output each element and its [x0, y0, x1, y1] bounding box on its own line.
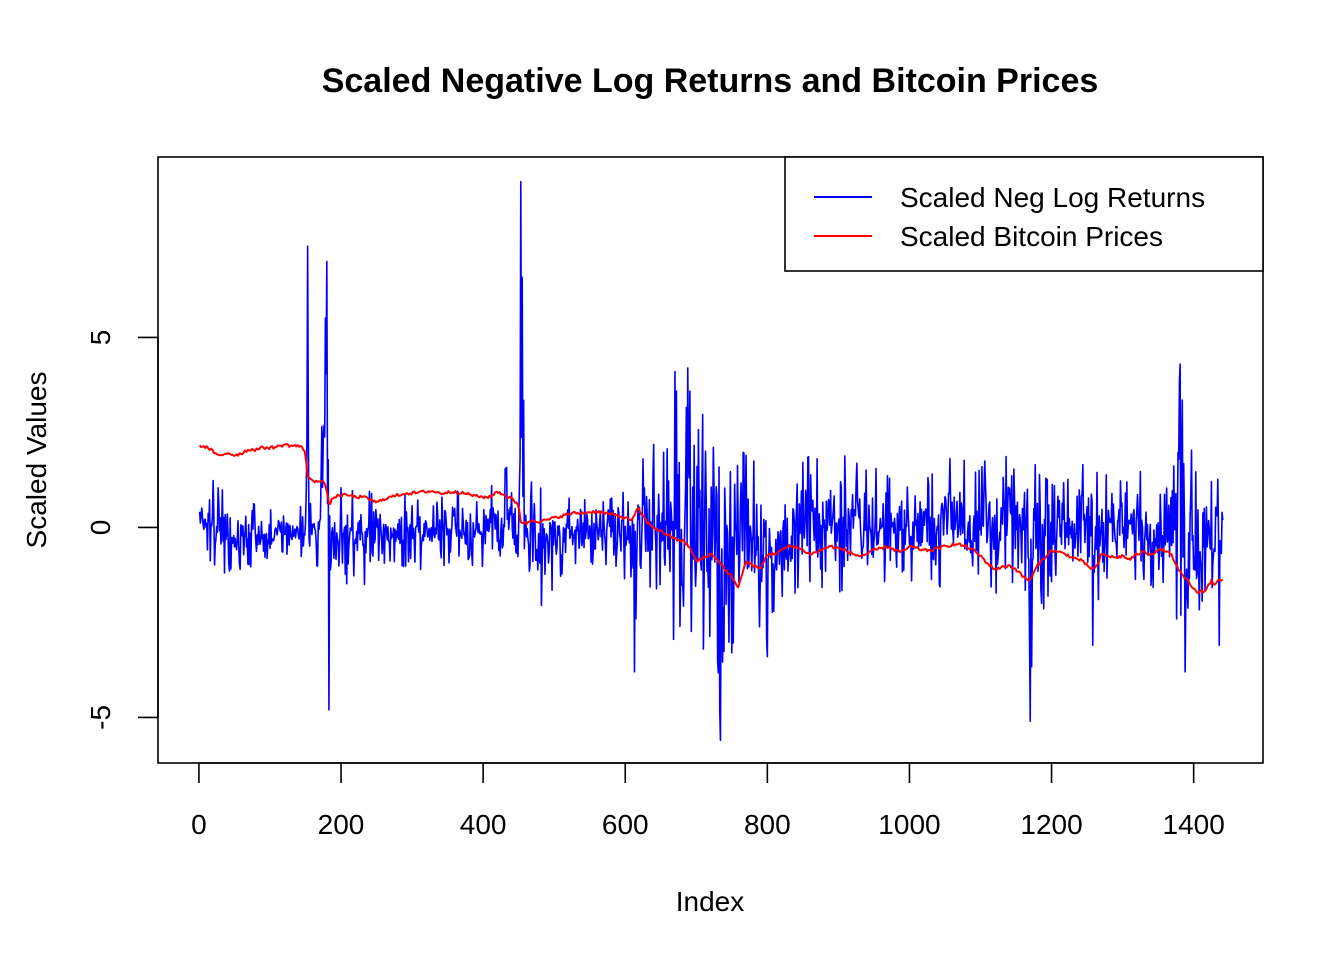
y-axis-label: Scaled Values [21, 372, 52, 549]
legend-box [784, 156, 1264, 272]
series-line-neg-log-returns [198, 180, 1224, 742]
x-tick-label: 600 [602, 809, 649, 840]
plot-region [198, 180, 1224, 742]
y-tick-label: 0 [85, 520, 116, 536]
x-axis: 0 200 400 600 800 1000 1200 1400 [191, 762, 1225, 840]
y-tick-label: -5 [85, 705, 116, 730]
y-tick-label: 5 [85, 330, 116, 346]
chart-title: Scaled Negative Log Returns and Bitcoin … [322, 62, 1099, 100]
legend-label-neg-log-returns: Scaled Neg Log Returns [900, 182, 1205, 213]
y-axis: -5 0 5 [85, 330, 159, 730]
x-tick-label: 0 [191, 809, 207, 840]
series-line-bitcoin-prices [198, 443, 1224, 595]
x-tick-label: 1000 [878, 809, 940, 840]
x-tick-label: 800 [744, 809, 791, 840]
x-tick-label: 200 [318, 809, 365, 840]
legend: Scaled Neg Log Returns Scaled Bitcoin Pr… [784, 156, 1264, 272]
x-tick-label: 1400 [1163, 809, 1225, 840]
x-tick-label: 1200 [1020, 809, 1082, 840]
x-axis-label: Index [676, 886, 745, 917]
legend-label-bitcoin-prices: Scaled Bitcoin Prices [900, 221, 1163, 252]
x-tick-label: 400 [460, 809, 507, 840]
